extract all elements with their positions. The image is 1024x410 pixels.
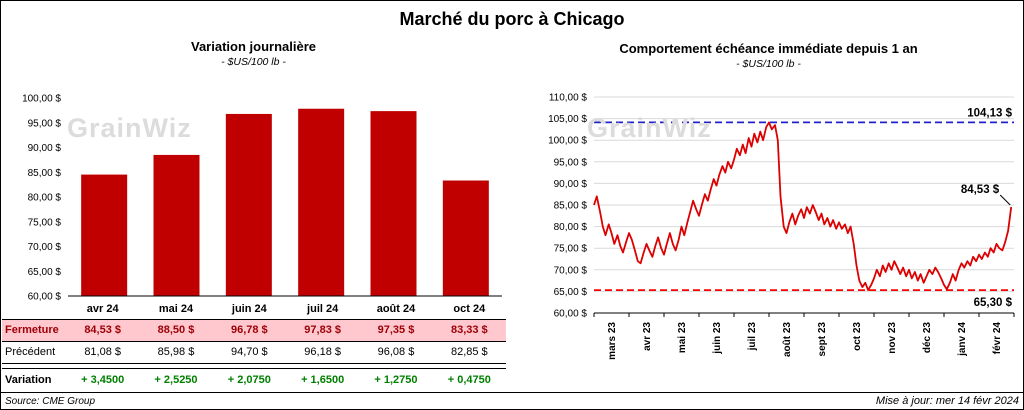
row-label-fermeture: Fermeture	[2, 319, 66, 342]
y-tick-label: 60,00 $	[28, 292, 62, 302]
y-tick-label: 85,00 $	[554, 201, 588, 212]
bar-août 24	[370, 111, 417, 297]
price-table: avr 24 mai 24 juin 24 juil 24 août 24 oc…	[2, 300, 506, 364]
bar-chart-title: Variation journalière	[191, 39, 316, 54]
y-tick-label: 70,00 $	[28, 242, 62, 253]
price-line	[593, 121, 1013, 292]
month-header: avr 24	[66, 300, 140, 320]
x-tick-label: janv 24	[957, 322, 968, 357]
variation-value: + 2,0750	[212, 368, 286, 392]
y-tick-label: 105,00 $	[548, 114, 587, 125]
y-tick-label: 95,00 $	[554, 157, 588, 168]
prev-value: 96,08 $	[359, 341, 433, 364]
line-chart-subtitle: - $US/100 lb -	[736, 58, 801, 70]
source-label: Source: CME Group	[5, 395, 96, 407]
table-row-fermeture: Fermeture 84,53 $ 88,50 $ 96,78 $ 97,83 …	[2, 319, 506, 342]
close-value: 83,33 $	[432, 319, 506, 342]
prev-value: 82,85 $	[432, 341, 506, 364]
prev-value: 96,18 $	[285, 341, 360, 364]
last-value-label: 84,53 $	[961, 184, 1000, 196]
x-tick-label: nov 23	[887, 322, 898, 354]
bar-juil 24	[298, 108, 345, 296]
variation-value: + 2,5250	[139, 368, 213, 392]
y-tick-label: 100,00 $	[22, 94, 61, 105]
row-label-precedent: Précédent	[2, 341, 66, 364]
min-value-label: 65,30 $	[974, 297, 1013, 309]
close-value: 96,78 $	[212, 319, 286, 342]
variation-value: + 1,2750	[359, 368, 433, 392]
variation-value: + 1,6500	[285, 368, 360, 392]
row-label-variation: Variation	[2, 368, 66, 392]
variation-table: Variation + 3,4500 + 2,5250 + 2,0750 + 1…	[2, 368, 506, 392]
bar-mai 24	[153, 154, 200, 296]
y-tick-label: 100,00 $	[548, 136, 587, 147]
close-value: 97,35 $	[359, 319, 433, 342]
table-row-variation: Variation + 3,4500 + 2,5250 + 2,0750 + 1…	[2, 368, 506, 392]
month-header: juin 24	[212, 300, 286, 320]
bar-chart-subtitle: - $US/100 lb -	[221, 56, 286, 68]
close-value: 97,83 $	[285, 319, 360, 342]
line-chart: 110,00 $ 105,00 $ 100,00 $ 95,00 $ 90,00 $ 85…	[548, 93, 1015, 360]
y-tick-label: 95,00 $	[28, 118, 62, 129]
page-title: Marché du porc à Chicago	[399, 9, 625, 29]
month-header: oct 24	[432, 300, 506, 320]
prev-value: 81,08 $	[66, 341, 140, 364]
y-tick-label: 90,00 $	[554, 179, 588, 190]
prev-value: 85,98 $	[139, 341, 213, 364]
x-tick-label: oct 23	[852, 322, 863, 351]
x-tick-label: avr 23	[642, 322, 653, 351]
y-tick-label: 75,00 $	[28, 217, 62, 228]
x-tick-label: févr 24	[992, 322, 1003, 355]
x-tick-label: sept 23	[817, 322, 828, 357]
y-tick-label: 80,00 $	[554, 222, 588, 233]
y-tick-label: 65,00 $	[28, 267, 62, 278]
table-header-row: avr 24 mai 24 juin 24 juil 24 août 24 oc…	[2, 300, 506, 320]
last-value-pointer	[999, 194, 1011, 206]
x-tick-label: août 23	[782, 322, 793, 357]
bar-juin 24	[225, 113, 272, 296]
y-tick-label: 70,00 $	[554, 265, 588, 276]
max-value-label: 104,13 $	[967, 107, 1012, 119]
close-value: 84,53 $	[66, 319, 140, 342]
y-tick-label: 75,00 $	[554, 244, 588, 255]
footer: Source: CME Group Mise à jour: mer 14 fé…	[1, 392, 1023, 409]
x-tick-label: déc 23	[922, 322, 933, 354]
table-corner-cell	[2, 300, 66, 320]
y-tick-label: 60,00 $	[554, 309, 588, 320]
bar-oct 24	[442, 180, 489, 296]
variation-value: + 3,4500	[66, 368, 140, 392]
y-tick-label: 65,00 $	[554, 287, 588, 298]
month-header: mai 24	[139, 300, 213, 320]
bar-avr 24	[81, 174, 128, 296]
month-header: juil 24	[285, 300, 360, 320]
x-tick-label: mai 23	[677, 322, 688, 354]
y-tick-label: 110,00 $	[549, 93, 588, 104]
close-value: 88,50 $	[139, 319, 213, 342]
bar-chart: 100,00 $ 95,00 $ 90,00 $ 85,00 $ 80,00 $ 75,0…	[22, 94, 502, 302]
line-chart-title: Comportement échéance immédiate depuis 1…	[619, 41, 918, 56]
x-tick-label: juil 23	[747, 322, 758, 352]
month-header: août 24	[359, 300, 433, 320]
y-tick-label: 80,00 $	[28, 193, 62, 204]
y-tick-label: 90,00 $	[28, 143, 62, 154]
x-tick-label: juin 23	[712, 322, 723, 355]
updated-label: Mise à jour: mer 14 févr 2024	[875, 395, 1019, 407]
prev-value: 94,70 $	[212, 341, 286, 364]
variation-value: + 0,4750	[432, 368, 506, 392]
table-row-precedent: Précédent 81,08 $ 85,98 $ 94,70 $ 96,18 …	[2, 341, 506, 364]
x-tick-label: mars 23	[607, 322, 618, 360]
y-tick-label: 85,00 $	[28, 168, 62, 179]
